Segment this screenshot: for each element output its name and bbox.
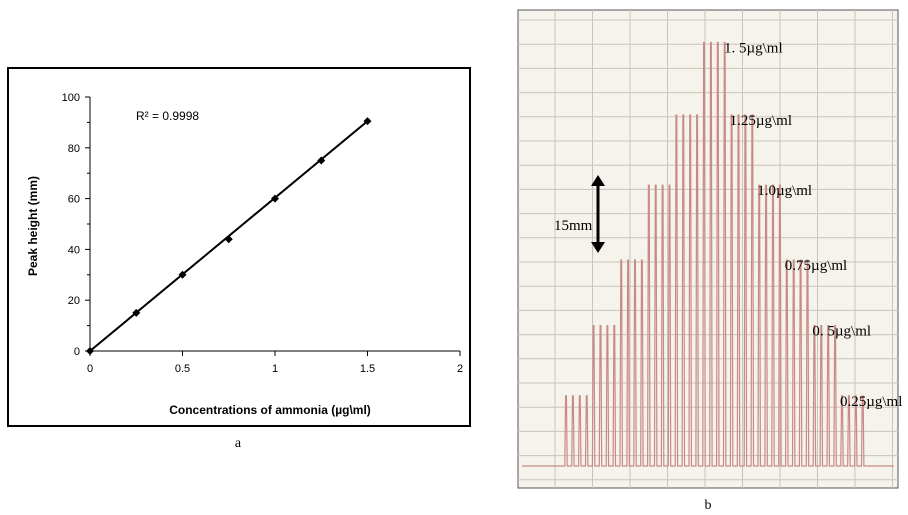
data-point: [271, 194, 279, 203]
data-point: [86, 347, 94, 355]
concentration-label: 0.25µg\ml: [840, 394, 902, 410]
y-tick-label: 100: [62, 92, 80, 104]
concentration-label: 0.75µg\ml: [785, 258, 847, 274]
data-point: [363, 117, 372, 126]
y-tick-label: 20: [68, 295, 80, 307]
panel-a-frame: [7, 67, 471, 427]
x-tick-label: 0: [87, 363, 93, 375]
data-point: [132, 308, 141, 317]
scale-arrow: [591, 175, 605, 253]
y-tick-label: 80: [68, 143, 80, 155]
y-axis-label: Peak height (mm): [26, 176, 40, 276]
panel-a-caption: a: [235, 436, 242, 451]
panel-a-axes: 0 20 40 60 80 100 0 0.5 1 1.5 2: [62, 92, 463, 375]
r-squared-label: R² = 0.9998: [136, 109, 199, 123]
concentration-label: 0. 5µg\ml: [812, 324, 871, 340]
concentration-label: 1. 5µg\ml: [724, 40, 783, 56]
x-tick-label: 2: [457, 363, 463, 375]
data-point: [224, 235, 233, 244]
y-tick-label: 60: [68, 194, 80, 206]
data-point: [178, 270, 187, 279]
y-tick-label: 40: [68, 244, 80, 256]
x-tick-label: 1: [272, 363, 278, 375]
x-tick-label: 0.5: [175, 363, 190, 375]
x-axis-label: Concentrations of ammonia (µg\ml): [169, 403, 371, 417]
scale-label: 15mm: [554, 218, 593, 234]
concentration-label: 1.0µg\ml: [757, 183, 812, 199]
panel-b-caption: b: [705, 498, 712, 513]
peak-traces: [522, 41, 894, 467]
peak-trace: [522, 41, 894, 467]
concentration-labels: 0.25µg\ml 0. 5µg\ml 0.75µg\ml 1.0µg\ml 1.25µ…: [724, 40, 902, 409]
panel-a-marks: [86, 117, 372, 355]
concentration-label: 1.25µg\ml: [730, 113, 792, 129]
y-tick-label: 0: [74, 346, 80, 358]
data-point: [317, 156, 326, 165]
x-tick-label: 1.5: [360, 363, 375, 375]
